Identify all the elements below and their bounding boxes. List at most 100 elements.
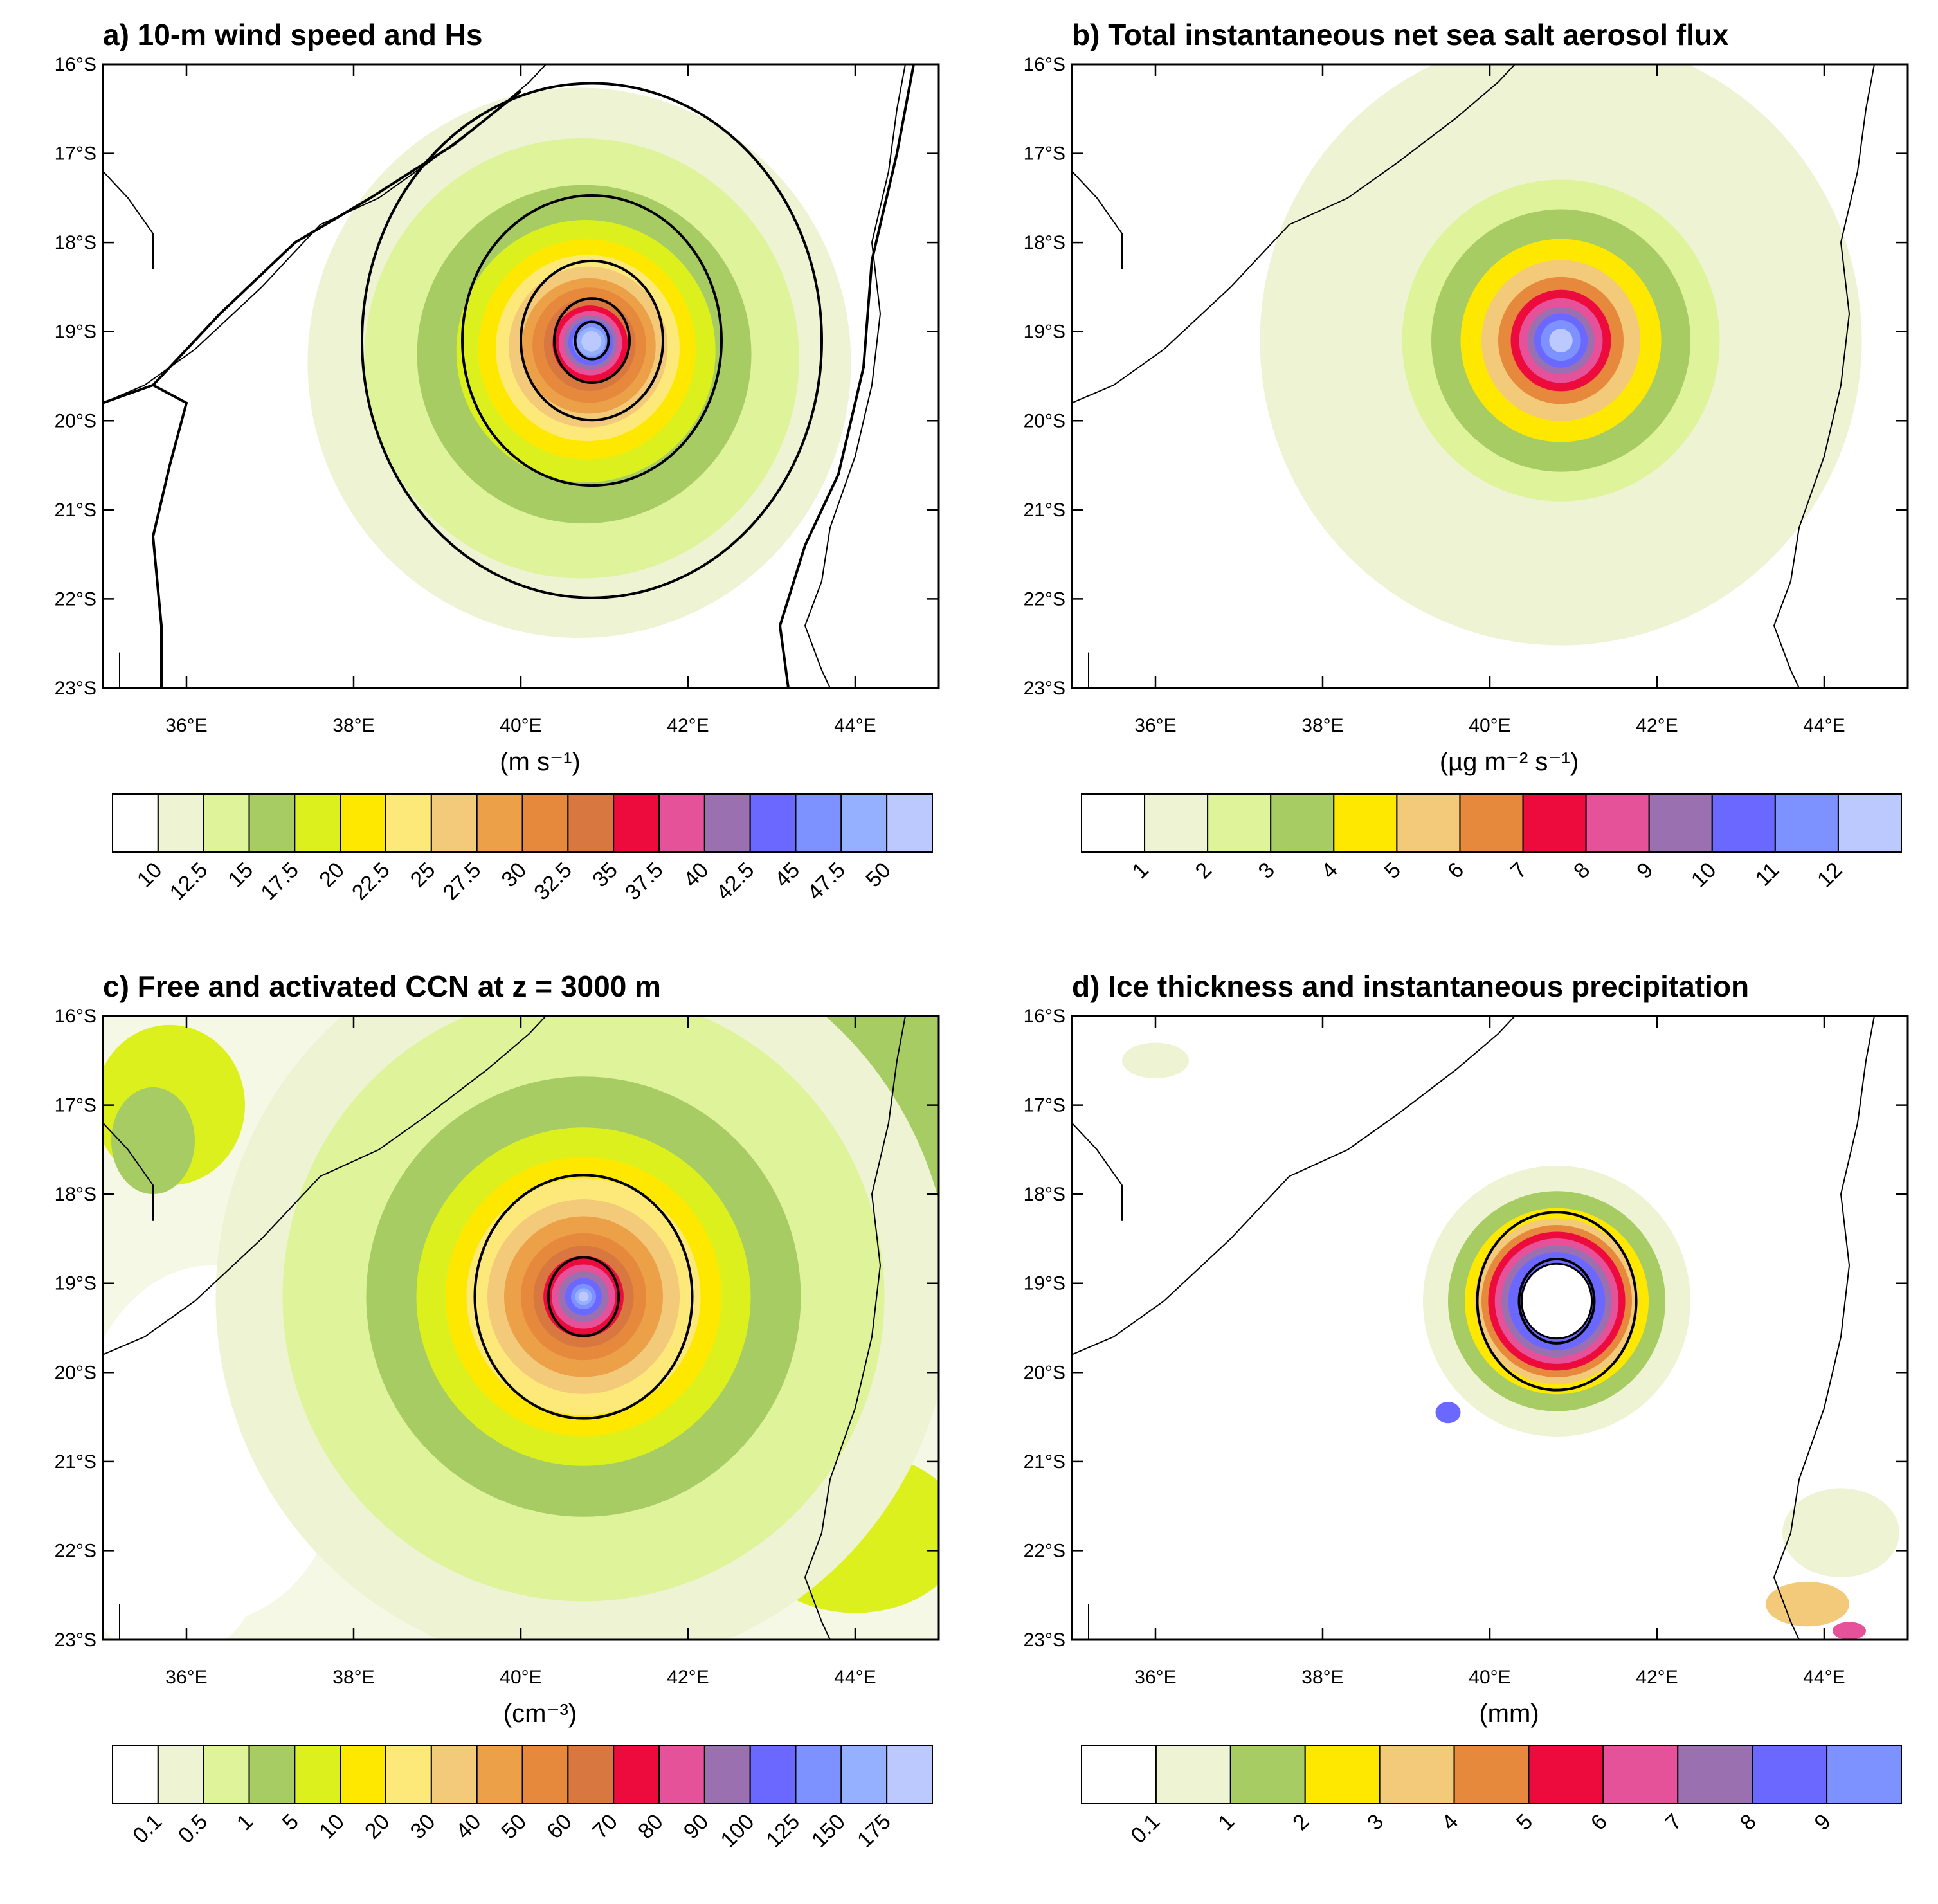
y-tick-label: 21°S (1024, 1451, 1065, 1473)
panel-c-title: c) Free and activated CCN at z = 3000 m (103, 970, 661, 1003)
colorbar-label: 50 (497, 1809, 532, 1844)
panel-a-map (103, 64, 939, 688)
coastline-mozambique-north (103, 1122, 154, 1221)
y-tick-label: 22°S (55, 1540, 96, 1561)
colorbar-label: 10 (1687, 858, 1721, 893)
colorbar-label: 15 (224, 858, 258, 893)
y-tick-label: 17°S (55, 143, 96, 165)
panel-c: c) Free and activated CCN at z = 3000 m 1… (0, 952, 969, 1903)
colorbar-label: 32.5 (529, 858, 577, 905)
contour-3 (553, 297, 631, 385)
colorbar-box (248, 793, 296, 853)
colorbar-label: 6 (1443, 858, 1469, 884)
y-tick-label: 21°S (55, 500, 96, 521)
colorbar-box (476, 793, 523, 853)
colorbar-label: 25 (406, 858, 440, 893)
colorbar-box (340, 793, 387, 853)
colorbar-label: 0.5 (174, 1809, 212, 1848)
x-tick-label: 44°E (834, 1667, 876, 1688)
colorbar-box (1837, 793, 1903, 853)
colorbar-label: 30 (406, 1809, 440, 1844)
colorbar-box (294, 1745, 341, 1804)
precip-patch-3 (1782, 1488, 1899, 1577)
y-tick-label: 16°S (55, 1006, 96, 1027)
colorbar-box (840, 1745, 888, 1804)
unit-label: (µg m⁻² s⁻¹) (1440, 748, 1579, 776)
y-tick-label: 22°S (55, 588, 96, 610)
colorbar-label: 5 (278, 1809, 303, 1835)
y-tick-label: 20°S (55, 410, 96, 431)
colorbar-box (1333, 793, 1398, 853)
hs-contour-east (778, 64, 915, 688)
colorbar-label: 6 (1586, 1809, 1612, 1835)
colorbar-label: 5 (1512, 1809, 1537, 1835)
colorbar-label: 20 (314, 858, 349, 893)
y-tick-label: 22°S (1024, 588, 1065, 610)
colorbar-label: 47.5 (802, 858, 850, 905)
colorbar-box (1304, 1745, 1381, 1804)
coastline-madagascar (1773, 1016, 1875, 1640)
colorbar-label: 42.5 (712, 858, 759, 905)
colorbar-box (613, 1745, 660, 1804)
x-tick-label: 44°E (1803, 1667, 1845, 1688)
colorbar-label: 9 (1810, 1809, 1836, 1835)
field-patch-1 (111, 1087, 195, 1195)
x-tick-label: 36°E (1134, 715, 1176, 736)
x-tick-label: 40°E (500, 715, 541, 736)
x-tick-label: 36°E (165, 1667, 207, 1688)
y-tick-label: 23°S (55, 678, 96, 699)
colorbar-box (1379, 1745, 1455, 1804)
colorbar-label: 37.5 (620, 858, 668, 905)
coastline-mozambique (1072, 64, 1516, 404)
colorbar-label: 60 (542, 1809, 577, 1844)
colorbar-label: 70 (588, 1809, 622, 1844)
colorbar-box (1459, 793, 1524, 853)
colorbar-box (1396, 793, 1461, 853)
colorbar-box (567, 1745, 615, 1804)
colorbar-box (1453, 1745, 1530, 1804)
colorbar-label: 0.1 (128, 1809, 167, 1848)
x-tick-label: 36°E (1134, 1667, 1176, 1688)
colorbar-box (1711, 793, 1776, 853)
panel-a: a) 10-m wind speed and Hs 16°S 17°S 18°S 19°… (0, 0, 969, 952)
coastline-mozambique-north (1072, 1122, 1123, 1221)
y-tick-label: 19°S (1024, 1273, 1065, 1294)
colorbar-box (203, 793, 250, 853)
colorbar-box (521, 793, 569, 853)
colorbar-label: 7 (1506, 858, 1532, 884)
colorbar-box (1229, 1745, 1306, 1804)
colorbar-box (1081, 793, 1146, 853)
colorbar-box (567, 793, 615, 853)
x-tick-label: 40°E (1469, 715, 1510, 736)
colorbar-box (1752, 1745, 1828, 1804)
colorbar-label: 125 (761, 1809, 804, 1853)
colorbar-box (1826, 1745, 1903, 1804)
coastline-mozambique (1072, 1016, 1516, 1355)
field-band-50 (581, 331, 602, 352)
colorbar-box (248, 1745, 296, 1804)
y-tick-label: 18°S (55, 1184, 96, 1205)
colorbar-box (157, 793, 204, 853)
precip-patch-1 (1766, 1581, 1849, 1627)
colorbar-box (795, 793, 842, 853)
colorbar-label: 9 (1632, 858, 1658, 884)
colorbar-box (203, 1745, 250, 1804)
colorbar-box (385, 793, 432, 853)
colorbar-label: 45 (770, 858, 805, 893)
x-tick-label: 38°E (332, 715, 374, 736)
colorbar-box (795, 1745, 842, 1804)
colorbar-label: 40 (679, 858, 714, 893)
y-tick-label: 19°S (55, 1273, 96, 1294)
colorbar-label: 0.1 (1126, 1809, 1164, 1848)
colorbar-box (112, 793, 159, 853)
colorbar-label: 27.5 (439, 858, 486, 905)
y-tick-label: 20°S (1024, 1362, 1065, 1383)
colorbar-label: 20 (360, 1809, 395, 1844)
colorbar-box (112, 1745, 159, 1804)
y-tick-label: 18°S (55, 232, 96, 253)
colorbar-box (703, 793, 751, 853)
contour-1 (547, 1256, 620, 1337)
colorbar-label: 2 (1191, 858, 1217, 884)
y-tick-label: 19°S (55, 322, 96, 343)
colorbar-box (430, 793, 478, 853)
